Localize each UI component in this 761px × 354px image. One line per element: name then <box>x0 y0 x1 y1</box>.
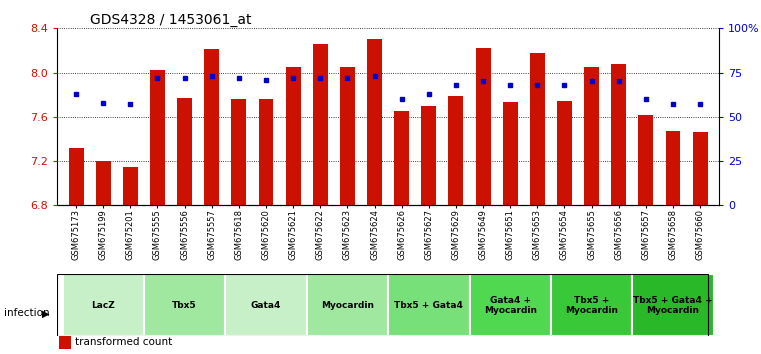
Text: Tbx5 + Gata4 +
Myocardin: Tbx5 + Gata4 + Myocardin <box>633 296 713 315</box>
Text: Gata4: Gata4 <box>251 301 282 310</box>
Bar <box>144 274 225 336</box>
Text: transformed count: transformed count <box>75 337 173 347</box>
Bar <box>530 53 545 205</box>
Bar <box>96 161 110 205</box>
Bar <box>62 274 144 336</box>
Bar <box>470 274 551 336</box>
Bar <box>68 148 84 205</box>
Bar <box>150 70 165 205</box>
Bar <box>666 131 680 205</box>
Bar <box>259 99 273 205</box>
Bar <box>584 67 599 205</box>
Text: ▶: ▶ <box>42 308 49 318</box>
Bar <box>123 167 138 205</box>
Bar <box>204 49 219 205</box>
Bar <box>632 274 714 336</box>
Bar <box>388 274 470 336</box>
Bar <box>476 48 491 205</box>
Bar <box>307 274 388 336</box>
Bar <box>340 67 355 205</box>
Text: GDS4328 / 1453061_at: GDS4328 / 1453061_at <box>90 13 252 27</box>
Bar <box>448 96 463 205</box>
Text: Tbx5: Tbx5 <box>172 301 197 310</box>
Bar <box>557 101 572 205</box>
Text: Tbx5 +
Myocardin: Tbx5 + Myocardin <box>565 296 618 315</box>
Text: Myocardin: Myocardin <box>321 301 374 310</box>
Bar <box>638 115 654 205</box>
Bar <box>285 67 301 205</box>
Bar <box>59 336 71 349</box>
Text: LacZ: LacZ <box>91 301 115 310</box>
Bar <box>177 98 192 205</box>
Text: Tbx5 + Gata4: Tbx5 + Gata4 <box>394 301 463 310</box>
Bar <box>503 102 517 205</box>
Text: Gata4 +
Myocardin: Gata4 + Myocardin <box>484 296 537 315</box>
Bar <box>611 64 626 205</box>
Bar <box>422 106 436 205</box>
Bar <box>231 99 247 205</box>
Bar <box>225 274 307 336</box>
Bar <box>367 39 382 205</box>
Bar <box>551 274 632 336</box>
Bar <box>394 111 409 205</box>
Text: infection: infection <box>4 308 49 318</box>
Bar <box>313 44 328 205</box>
Bar <box>693 132 708 205</box>
